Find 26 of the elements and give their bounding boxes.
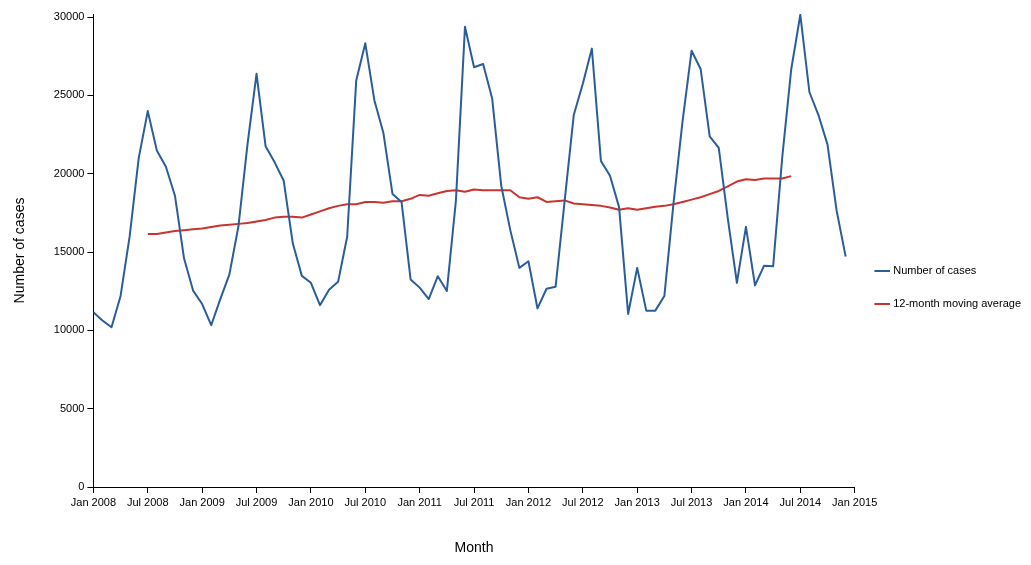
y-tick-label: 30000 bbox=[53, 10, 85, 23]
legend-label: Number of cases bbox=[893, 264, 977, 277]
x-tick-label: Jan 2013 bbox=[614, 495, 660, 508]
x-tick-label: Jul 2012 bbox=[562, 495, 604, 508]
y-tick-label: 10000 bbox=[53, 323, 85, 336]
x-tick-label: Jul 2011 bbox=[453, 495, 495, 508]
legend-label: 12-month moving average bbox=[893, 297, 1021, 310]
y-tick-label: 25000 bbox=[53, 88, 85, 101]
x-tick-label: Jan 2011 bbox=[397, 495, 442, 508]
x-tick-label: Jul 2008 bbox=[126, 495, 169, 508]
x-tick-label: Jan 2015 bbox=[832, 495, 878, 508]
x-axis-title: Month bbox=[454, 539, 494, 556]
x-tick-label: Jan 2010 bbox=[288, 495, 334, 508]
y-axis-title: Number of cases bbox=[11, 197, 28, 304]
y-tick-label: 0 bbox=[78, 480, 85, 493]
x-tick-label: Jul 2010 bbox=[344, 495, 387, 508]
y-tick-label: 5000 bbox=[59, 401, 85, 414]
x-tick-label: Jan 2009 bbox=[179, 495, 225, 508]
x-tick-label: Jan 2008 bbox=[70, 495, 117, 508]
x-tick-label: Jul 2009 bbox=[235, 495, 278, 508]
y-tick-label: 20000 bbox=[53, 166, 85, 179]
x-tick-label: Jul 2013 bbox=[670, 495, 713, 508]
y-tick-label: 15000 bbox=[53, 245, 85, 258]
x-tick-label: Jan 2014 bbox=[723, 495, 769, 508]
x-tick-label: Jan 2012 bbox=[505, 495, 552, 508]
x-tick-label: Jul 2014 bbox=[779, 495, 822, 508]
